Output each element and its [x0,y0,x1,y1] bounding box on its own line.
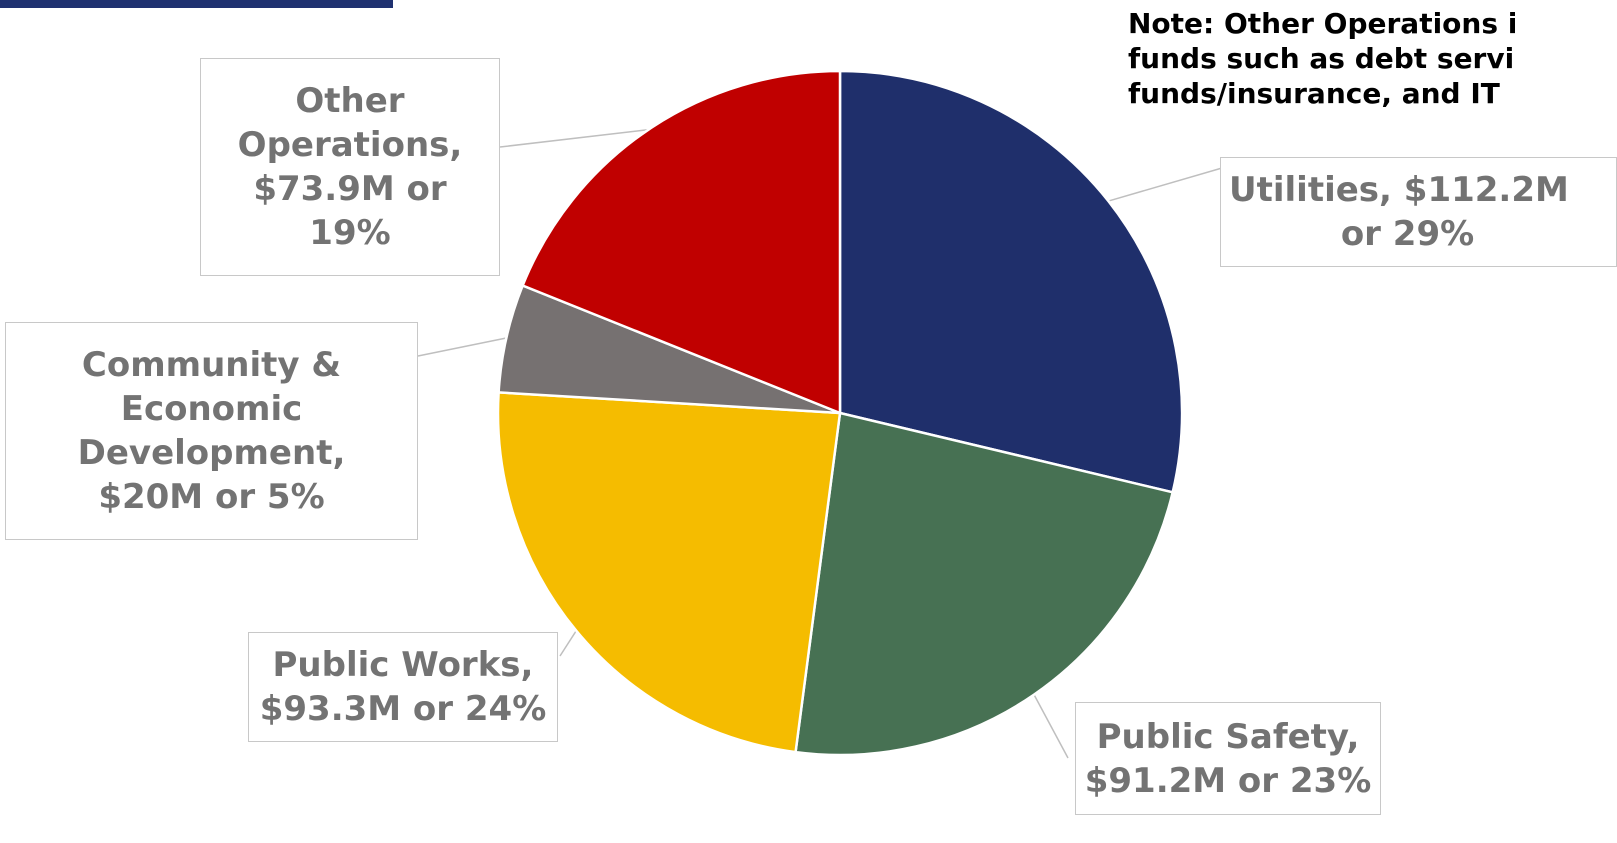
label-line: Community & [81,345,342,385]
label-line: Other [295,81,405,121]
leader-line [417,337,507,357]
callout-public-safety: Public Safety, $91.2M or 23% [1075,702,1381,815]
label-line: $20M or 5% [98,477,325,517]
pie-slice-utilities [838,69,1184,494]
note-line-2: funds such as debt servi [1128,42,1515,75]
label-line: Utilities, $112.2M [1229,170,1569,210]
leader-line [499,128,649,148]
note-line-1: Note: Other Operations i [1128,7,1518,40]
label-line: Public Safety, [1096,716,1360,757]
label-line: $91.2M or 23% [1084,760,1372,801]
label-line: 19% [309,213,391,253]
label-line: $93.3M or 24% [259,689,547,729]
label-line: $73.9M or [253,169,447,209]
callout-utilities: Utilities, $112.2M or 29% [1220,157,1617,267]
note-line-3: funds/insurance, and IT [1128,77,1500,110]
pie-slice-other-operations [521,69,842,415]
label-line: Operations, [237,125,463,165]
pie-slice-public-safety [794,411,1175,757]
leader-line [1108,167,1223,202]
pie-slices [496,69,1184,757]
leader-line [1033,694,1069,759]
chart-note: Note: Other Operations i funds such as d… [1128,6,1617,111]
callout-other-operations: Other Operations, $73.9M or 19% [200,58,500,276]
header-accent-bar [0,0,393,8]
callout-community-economic-development: Community & Economic Development, $20M o… [5,322,418,540]
leader-lines [417,128,1223,759]
label-line: Economic [120,389,303,429]
pie-slice-public-works [496,391,842,754]
label-line: Public Works, [272,645,534,685]
leader-line [559,630,577,657]
label-line: or 29% [1340,214,1475,254]
label-line: Development, [77,433,346,473]
callout-public-works: Public Works, $93.3M or 24% [248,632,558,742]
